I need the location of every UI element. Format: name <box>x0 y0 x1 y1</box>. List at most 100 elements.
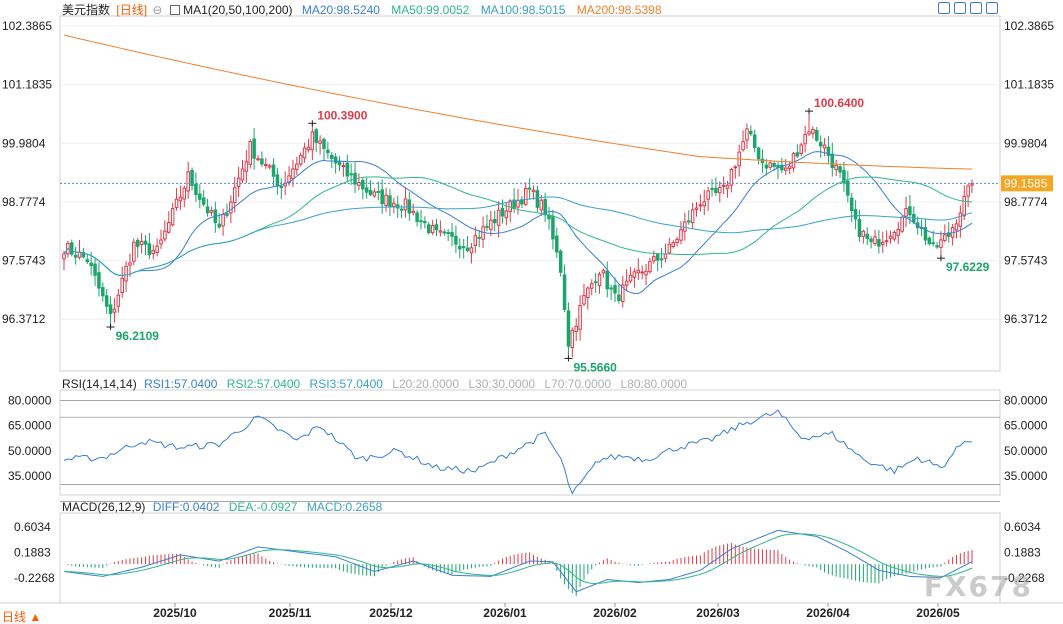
ma-settings-icon[interactable] <box>169 5 180 15</box>
candle <box>77 239 82 260</box>
candle-body <box>419 220 423 223</box>
candle <box>357 173 361 191</box>
candle-body <box>232 187 237 204</box>
fullscreen-icon[interactable] <box>938 2 950 14</box>
candle <box>884 230 889 247</box>
candle <box>108 296 113 328</box>
candle-body <box>85 259 90 263</box>
candle <box>896 221 901 244</box>
candle-body <box>310 131 315 151</box>
candle <box>97 262 101 297</box>
period-label[interactable]: [日线] <box>116 3 148 17</box>
candle-body <box>318 140 322 144</box>
candle <box>690 202 695 229</box>
candle-body <box>473 235 478 247</box>
candle-body <box>593 281 598 284</box>
candle <box>644 264 648 286</box>
candle <box>869 235 873 249</box>
candle <box>112 298 117 323</box>
candle <box>733 165 738 179</box>
candle <box>143 234 148 255</box>
rsi-y-tick-left: 65.0000 <box>8 419 52 433</box>
candle-body <box>791 153 796 169</box>
macd-y-tick-left: -0.2268 <box>14 571 55 585</box>
candle-body <box>124 265 128 282</box>
candle <box>461 238 466 259</box>
candle <box>659 247 664 268</box>
candle-body <box>892 231 897 240</box>
candle-body <box>768 162 772 168</box>
candle-body <box>725 184 730 189</box>
candle-body <box>543 198 547 216</box>
candle-body <box>586 287 590 298</box>
candle <box>908 195 912 225</box>
candle <box>275 167 280 195</box>
candle <box>508 199 512 223</box>
candle <box>291 159 295 187</box>
candle <box>718 181 722 203</box>
candle <box>419 209 423 230</box>
candle-body <box>322 138 326 149</box>
candle-body <box>240 168 245 181</box>
candle <box>167 211 171 234</box>
candle-body <box>190 169 194 186</box>
price-y-tick-left: 96.3712 <box>2 312 46 326</box>
candle-body <box>504 210 509 219</box>
candle-body <box>357 182 361 186</box>
candle-body <box>70 242 74 255</box>
candle-body <box>147 243 152 256</box>
zoom-icon[interactable] <box>970 2 982 14</box>
candle <box>531 185 536 200</box>
price-y-tick-right: 97.5743 <box>1004 254 1048 268</box>
candle-body <box>380 189 384 205</box>
x-tick-label: 2026/05 <box>916 606 960 620</box>
candle-body <box>659 258 664 261</box>
candle <box>446 228 450 242</box>
candle <box>764 158 769 176</box>
candle <box>477 230 481 248</box>
extreme-label: 95.5660 <box>573 360 617 374</box>
candle <box>760 149 765 173</box>
candle-body <box>869 238 873 243</box>
price-y-tick-left: 97.5743 <box>2 254 46 268</box>
candle <box>225 203 229 218</box>
candle-body <box>857 219 862 238</box>
candle-body <box>888 235 893 239</box>
candle-body <box>376 190 381 193</box>
candle-body <box>628 274 633 282</box>
candle-body <box>970 183 974 186</box>
period-tab[interactable]: 日线 ▲ <box>2 610 42 624</box>
candle <box>846 170 850 203</box>
candle <box>830 142 835 177</box>
candle-body <box>159 239 163 245</box>
candle <box>489 210 493 237</box>
x-tick-label: 2026/01 <box>483 606 527 620</box>
candle <box>260 151 264 167</box>
ma100-line <box>63 196 973 276</box>
candle <box>174 188 179 211</box>
candle-body <box>966 185 970 197</box>
candle-body <box>454 235 458 245</box>
candle <box>826 135 831 165</box>
candle <box>962 185 966 220</box>
extreme-label: 97.6229 <box>946 260 990 274</box>
diff-value: DIFF:0.0402 <box>152 500 220 514</box>
candle <box>101 282 105 302</box>
price-y-tick-left: 102.3865 <box>2 19 52 33</box>
candle <box>240 159 245 184</box>
macd-y-tick-right: 0.1883 <box>1004 546 1041 560</box>
settings-icon[interactable] <box>986 2 998 14</box>
candle <box>741 130 745 152</box>
ma20-line <box>63 151 973 294</box>
candle-body <box>772 162 776 167</box>
candle-body <box>574 325 578 332</box>
candle <box>458 238 462 259</box>
expand-icon[interactable] <box>954 2 966 14</box>
candle <box>950 223 955 246</box>
rsi-line <box>63 409 973 495</box>
candle-body <box>403 198 408 211</box>
candle-body <box>170 208 175 226</box>
chevron-down-icon[interactable]: ⊖ <box>152 3 163 17</box>
candle-body <box>655 254 660 261</box>
candle-body <box>818 141 823 147</box>
